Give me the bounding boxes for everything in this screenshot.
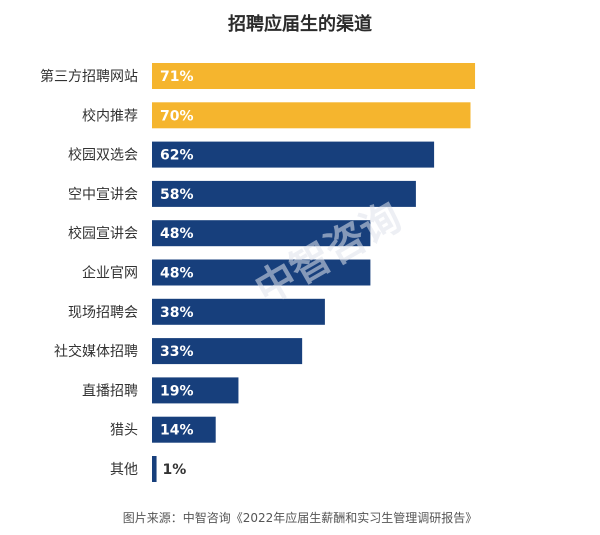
- bar: [152, 259, 371, 286]
- value-label: 58%: [160, 187, 194, 203]
- category-label: 第三方招聘网站: [40, 68, 138, 85]
- bar: [152, 141, 435, 168]
- bar: [152, 298, 325, 325]
- category-label: 空中宣讲会: [68, 187, 138, 203]
- category-label: 猎头: [110, 423, 138, 439]
- category-label: 其他: [110, 462, 138, 478]
- bars-layer: 第三方招聘网站 71% 校内推荐 70% 校园双选会 62% 空中宣讲会 58% 校园宣讲会 48…: [40, 63, 476, 482]
- value-label: 70%: [160, 108, 194, 124]
- bar: [152, 220, 371, 247]
- category-label: 直播招聘: [82, 382, 138, 399]
- category-label: 校园宣讲会: [68, 225, 138, 242]
- value-label: 1%: [163, 462, 187, 478]
- bar: [152, 338, 303, 365]
- bar: [152, 377, 239, 404]
- value-label: 62%: [160, 148, 194, 164]
- bar: [152, 63, 476, 89]
- watermark: 中智咨询: [248, 194, 410, 314]
- bar: [152, 180, 416, 207]
- value-label: 14%: [160, 423, 194, 439]
- category-label: 校园双选会: [68, 147, 138, 164]
- value-label: 19%: [160, 383, 194, 399]
- chart-title: 招聘应届生的渠道: [228, 13, 372, 35]
- bar: [152, 102, 471, 129]
- value-label: 48%: [160, 266, 194, 282]
- category-label: 校内推荐: [82, 107, 138, 124]
- bar: [152, 456, 157, 482]
- value-label: 38%: [160, 305, 194, 321]
- value-label: 48%: [160, 226, 194, 242]
- bar: [152, 416, 216, 443]
- value-label: 33%: [160, 344, 194, 360]
- category-label: 企业官网: [82, 265, 138, 282]
- value-label: 71%: [160, 69, 194, 85]
- source-note: 图片来源：中智咨询《2022年应届生薪酬和实习生管理调研报告》: [123, 510, 478, 525]
- category-label: 现场招聘会: [68, 305, 138, 321]
- category-label: 社交媒体招聘: [54, 343, 138, 360]
